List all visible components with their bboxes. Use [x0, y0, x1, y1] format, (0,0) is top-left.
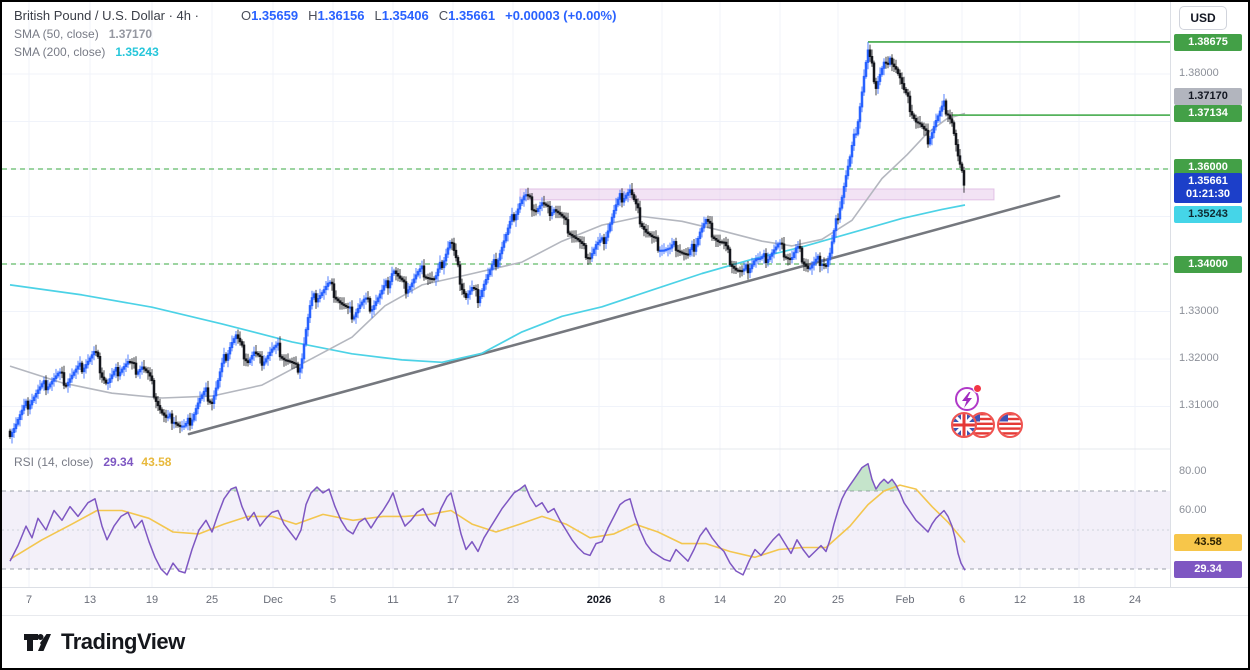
price-axis-label: 1.32000: [1179, 352, 1219, 364]
price-badge: 29.34: [1174, 560, 1242, 578]
time-axis-tick: 14: [713, 594, 727, 606]
sma200-line: [9, 204, 966, 364]
sma50-line: [9, 112, 966, 399]
time-axis-tick: Dec: [263, 594, 283, 606]
price-badge: 1.37170: [1174, 87, 1242, 105]
time-axis-tick: 2026: [586, 594, 612, 606]
time-axis-tick: 17: [446, 594, 460, 606]
price-axis-label: 60.00: [1179, 504, 1207, 516]
time-axis-tick: Feb: [895, 594, 915, 606]
time-axis-tick: 11: [387, 594, 399, 606]
footer-bar: TradingView: [2, 615, 1248, 668]
lightning-icon[interactable]: [955, 384, 982, 411]
time-axis-tick: 7: [25, 594, 33, 606]
down-candles: [8, 44, 966, 439]
time-axis-tick: 23: [506, 594, 520, 606]
price-badge: 1.36000: [1174, 158, 1242, 176]
time-axis-tick: 13: [83, 594, 97, 606]
time-axis[interactable]: 7 13 19 25 Dec 5 11 17 23 2026 8 14 20 25 Feb 6 12 18 24: [2, 587, 1248, 615]
price-axis-label: 1.31000: [1179, 399, 1219, 411]
time-axis-tick: 25: [831, 594, 845, 606]
price-badge: 1.38675: [1174, 33, 1242, 51]
rsi-overbought-fill: [846, 463, 899, 491]
price-and-rsi-panes[interactable]: [2, 2, 1170, 587]
price-axis-label: 1.33000: [1179, 305, 1219, 317]
price-badge: 43.58: [1174, 533, 1242, 551]
us-flag-icon[interactable]: [969, 412, 995, 438]
time-axis-tick: 25: [205, 594, 219, 606]
time-axis-tick: 5: [329, 594, 337, 606]
time-axis-tick: 6: [958, 594, 966, 606]
price-badge: 1.35661 01:21:30: [1174, 173, 1242, 203]
us-flag-icon[interactable]: [997, 412, 1023, 438]
uk-flag-icon[interactable]: [951, 412, 977, 438]
time-axis-tick: 12: [1013, 594, 1027, 606]
price-axis[interactable]: USD 1.38000 1.33000 1.32000 1.31000 80.00 60.…: [1170, 2, 1248, 615]
up-candles: [10, 41, 946, 444]
time-axis-tick: 18: [1072, 594, 1086, 606]
supply-zone: [519, 188, 995, 201]
price-badge: 1.35243: [1174, 205, 1242, 223]
tradingview-brand-text[interactable]: TradingView: [61, 629, 185, 654]
ascending-trendline: [187, 194, 1061, 436]
time-axis-tick: 24: [1128, 594, 1142, 606]
rsi-band: [2, 491, 1170, 569]
currency-toggle-button[interactable]: USD: [1179, 6, 1227, 30]
tradingview-logo-icon[interactable]: [22, 627, 52, 657]
rsi-ma-line: [9, 484, 966, 560]
price-axis-label: 1.38000: [1179, 67, 1219, 79]
rsi-line: [9, 462, 966, 576]
time-axis-tick: 8: [658, 594, 666, 606]
time-axis-tick: 20: [773, 594, 787, 606]
price-axis-label: 80.00: [1179, 465, 1207, 477]
time-axis-tick: 19: [145, 594, 159, 606]
price-badge: 1.37134: [1174, 104, 1242, 122]
chart-area: British Pound / U.S. Dollar · 4h · O1.35…: [2, 2, 1248, 615]
price-badge: 1.34000: [1174, 255, 1242, 273]
